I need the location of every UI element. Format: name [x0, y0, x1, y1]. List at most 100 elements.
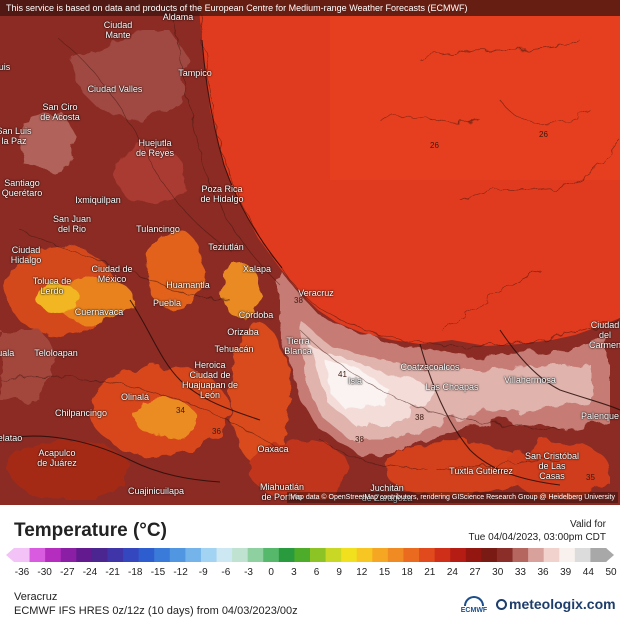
scale-tick: -15 [150, 567, 166, 578]
scale-swatch [450, 548, 467, 562]
ecmwf-disclaimer: This service is based on data and produc… [0, 0, 620, 16]
valid-for-label: Valid for [570, 519, 606, 530]
legend-title: Temperature (°C) [14, 520, 167, 541]
scale-tick: 0 [268, 567, 274, 578]
scale-arrow-max [606, 548, 614, 562]
place-label-poza-rica: Poza Rica de Hidalgo [200, 184, 244, 204]
temperature-color-scale [6, 548, 614, 562]
contour-label: 35 [586, 473, 595, 482]
scale-tick: 27 [469, 567, 481, 578]
scale-swatch [294, 548, 311, 562]
scale-tick: -36 [14, 567, 30, 578]
place-label-cordoba: Córdoba [238, 310, 274, 320]
scale-swatch [574, 548, 591, 562]
scale-swatch [138, 548, 155, 562]
scale-tick: 30 [492, 567, 504, 578]
place-label-chilpancingo: Chilpancingo [54, 408, 108, 418]
contour-label: 26 [430, 141, 439, 150]
meteologix-icon [496, 599, 507, 610]
map-attribution: Map data © OpenStreetMap contributors, r… [287, 492, 618, 503]
place-label-isla: Isla [347, 376, 363, 386]
scale-swatch [247, 548, 264, 562]
scale-tick: 6 [313, 567, 320, 578]
scale-swatch [512, 548, 529, 562]
place-label-cuajinicuilapa: Cuajinicuilapa [127, 486, 185, 496]
place-label-huamantla: Huamantla [166, 280, 210, 290]
place-label-ixmiquilpan: Ixmiquilpan [75, 195, 121, 205]
scale-tick: 21 [424, 567, 436, 578]
scale-swatch [91, 548, 108, 562]
place-label-tampico: Tampico [178, 68, 212, 78]
place-label-teloloapan: Teloloapan [34, 348, 78, 358]
scale-tick: 44 [582, 567, 594, 578]
scale-swatch [465, 548, 482, 562]
place-label-heroica: Heroica Ciudad de Huajuapan de León [181, 360, 239, 400]
ecmwf-logo[interactable]: ECMWF [459, 596, 489, 614]
scale-tick: 3 [291, 567, 297, 578]
scale-swatch [263, 548, 280, 562]
ecmwf-logo-icon [464, 596, 484, 606]
location-name: Veracruz [14, 591, 58, 603]
scale-swatch [559, 548, 576, 562]
place-label-puebla: Puebla [152, 298, 182, 308]
place-label-ciudad-valles: Ciudad Valles [87, 84, 143, 94]
scale-tick: -6 [221, 567, 231, 578]
scale-swatch [123, 548, 140, 562]
scale-tick: -12 [173, 567, 188, 578]
contour-label: 38 [415, 413, 424, 422]
scale-swatch [341, 548, 358, 562]
place-label-olinala: Olinalá [120, 392, 150, 402]
valid-time-value: Tue 04/04/2023, 03:00pm CDT [468, 532, 607, 543]
scale-tick: 9 [336, 567, 342, 578]
scale-swatch [310, 548, 327, 562]
scale-swatch [419, 548, 436, 562]
scale-swatch [169, 548, 186, 562]
temperature-map[interactable]: This service is based on data and produc… [0, 0, 620, 505]
contour-label: 26 [539, 130, 548, 139]
scale-tick: 15 [378, 567, 391, 578]
place-label-huejutla: Huejutla de Reyes [135, 138, 175, 158]
place-label-ciudad-carmen: Ciudad del Carmen [588, 320, 620, 350]
place-label-san-juan: San Juan del Rio [52, 214, 92, 234]
model-run: ECMWF IFS HRES 0z/12z (10 days) from 04/… [14, 605, 298, 617]
contour-label: 38 [294, 296, 303, 305]
place-label-luis: Luis [0, 62, 11, 72]
scale-tick: 24 [446, 567, 458, 578]
place-label-acapulco: Acapulco de Juárez [37, 448, 77, 468]
meteologix-logo[interactable]: meteologix.com [496, 596, 616, 612]
place-label-palenque: Palenque [580, 411, 620, 421]
scale-swatch [543, 548, 560, 562]
scale-swatch [403, 548, 420, 562]
place-label-ciudad-hidalgo: Ciudad Hidalgo [10, 245, 42, 265]
scale-tick: -3 [244, 567, 253, 578]
scale-tick: 39 [560, 567, 572, 578]
scale-swatch [200, 548, 218, 562]
place-label-orizaba: Orizaba [227, 327, 259, 337]
scale-swatch [325, 548, 342, 562]
scale-swatch [372, 548, 389, 562]
scale-swatch [185, 548, 202, 562]
place-label-ciudad-mexico: Ciudad de México [91, 264, 133, 284]
scale-swatch [387, 548, 404, 562]
place-label-teziutlan: Teziutlán [208, 242, 244, 252]
place-label-cuernavaca: Cuernavaca [74, 307, 124, 317]
place-label-oaxaca: Oaxaca [257, 444, 289, 454]
place-label-tierra-blanca: Tierra Blanca [284, 336, 312, 356]
contour-label: 34 [176, 406, 185, 415]
scale-tick: -21 [105, 567, 120, 578]
scale-swatch [107, 548, 124, 562]
place-label-villahermosa: Villahermosa [504, 375, 556, 385]
scale-swatch [590, 548, 607, 562]
scale-arrow-min [6, 548, 14, 562]
place-label-toluca: Toluca de Lerdo [32, 276, 72, 296]
scale-tick: -18 [128, 567, 143, 578]
place-label-ciudad-mante: Ciudad Mante [103, 20, 133, 40]
place-label-tuxtla: Tuxtla Gutiérrez [449, 466, 513, 476]
scale-tick-labels: -36 -30 -27 -24 -21 -18 -15 -12 -9 -6 -3 0 3 6 9 12 15 18… [0, 567, 620, 581]
place-label-veracruz: Veracruz [298, 288, 334, 298]
place-label-tulancingo: Tulancingo [136, 224, 180, 234]
scale-swatch [14, 548, 31, 562]
place-label-san-cristobal: San Cristóbal de Las Casas [524, 451, 580, 481]
valid-time: Valid for Tue 04/04/2023, 03:00pm CDT [469, 518, 607, 544]
place-label-iguala: Iguala [0, 348, 15, 358]
